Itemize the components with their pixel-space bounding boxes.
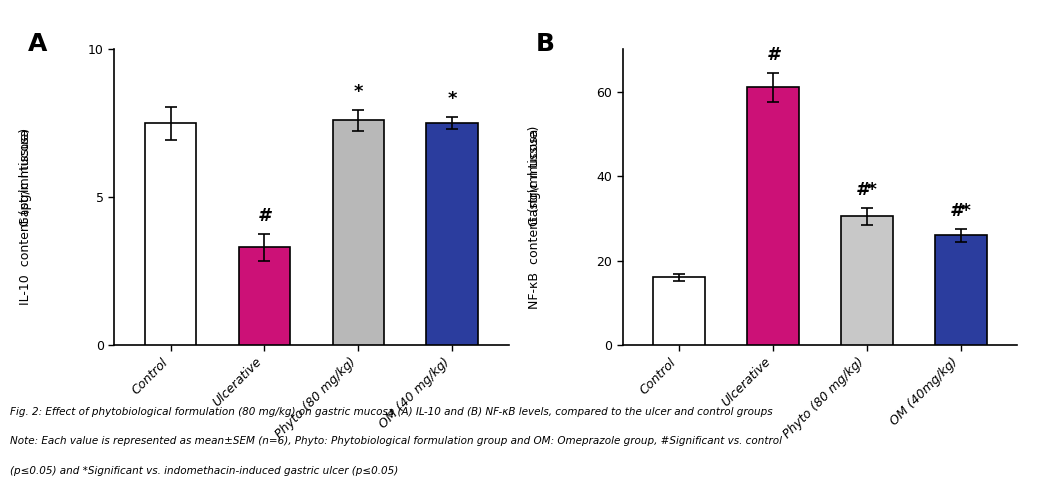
Text: *: * (447, 90, 457, 108)
Text: #: # (767, 46, 780, 64)
Text: #*: #* (950, 202, 972, 220)
Text: Note: Each value is represented as mean±SEM (n=6), Phyto: Phytobiological formul: Note: Each value is represented as mean±… (10, 436, 783, 446)
Text: #: # (258, 207, 271, 225)
Text: (p≤0.05) and *Significant vs. indomethacin-induced gastric ulcer (p≤0.05): (p≤0.05) and *Significant vs. indomethac… (10, 466, 399, 476)
Text: NF-κB  content (ng\ml tissue): NF-κB content (ng\ml tissue) (528, 125, 541, 309)
Bar (747, 87, 799, 345)
Text: Gastric mucosa: Gastric mucosa (20, 129, 32, 226)
Text: Fig. 2: Effect of phytobiological formulation (80 mg/kg) on gastric mucosa (A) I: Fig. 2: Effect of phytobiological formul… (10, 407, 773, 417)
Bar (144, 123, 196, 345)
Text: IL-10  content (pg/ml tissue): IL-10 content (pg/ml tissue) (20, 128, 32, 306)
Text: Gastric mucosa: Gastric mucosa (528, 129, 541, 226)
Bar (332, 120, 384, 345)
Text: #*: #* (856, 181, 878, 199)
Bar (841, 216, 893, 345)
Bar (653, 278, 705, 345)
Bar (935, 235, 987, 345)
Bar (427, 123, 479, 345)
Text: *: * (354, 83, 363, 101)
Bar (239, 247, 291, 345)
Text: B: B (536, 32, 555, 56)
Text: A: A (27, 32, 47, 56)
